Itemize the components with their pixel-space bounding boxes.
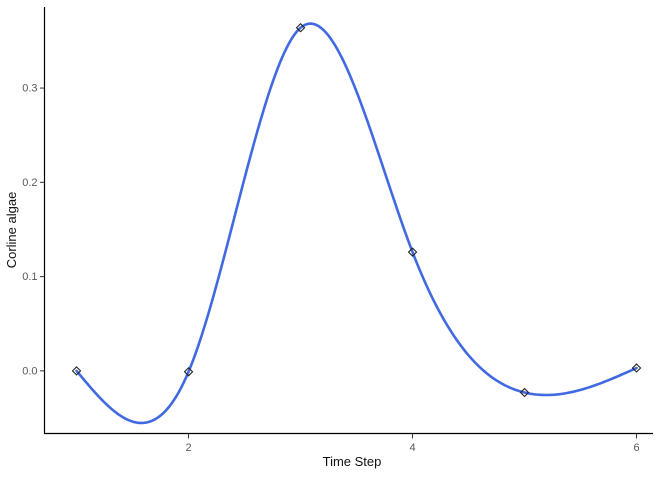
plot-area: 0.0 0.1 0.2 0.3 2 4 6 <box>22 7 653 454</box>
x-tick-label: 4 <box>409 442 415 454</box>
y-tick-label: 0.0 <box>22 365 37 377</box>
y-tick-label: 0.1 <box>22 271 37 283</box>
x-tick-label: 6 <box>633 442 639 454</box>
x-tick-label: 2 <box>185 442 191 454</box>
series-curve <box>75 22 638 425</box>
y-tick-label: 0.3 <box>22 83 37 95</box>
x-axis-title: Time Step <box>323 454 382 469</box>
y-axis-title: Corline algae <box>4 192 19 269</box>
data-point-marker <box>407 247 418 257</box>
y-tick-label: 0.2 <box>22 177 37 189</box>
data-point-marker <box>295 22 306 33</box>
data-point-marker <box>631 363 642 373</box>
data-point-marker <box>519 387 530 398</box>
data-point-marker <box>71 366 82 376</box>
data-point-marker <box>183 367 194 377</box>
